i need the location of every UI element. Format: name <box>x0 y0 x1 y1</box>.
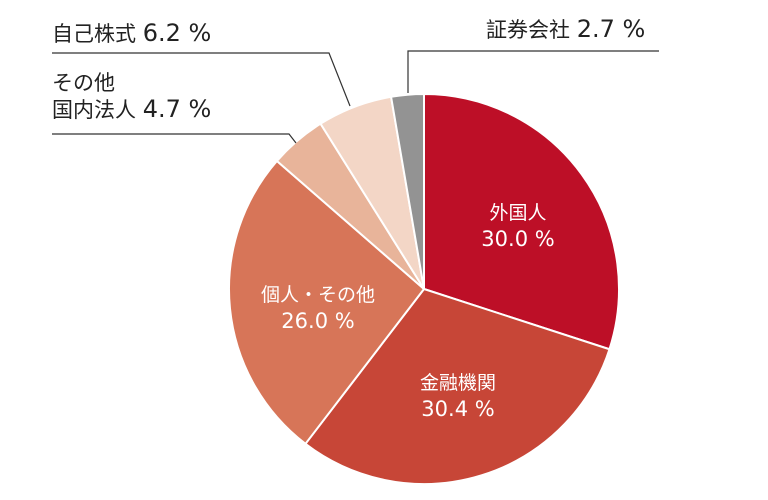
label-financial-pct: 30.4 % <box>421 397 495 421</box>
label-securities-name: 証券会社 <box>486 18 570 42</box>
label-treasury-pct: 6.2 % <box>142 19 212 47</box>
label-foreign: 外国人 30.0 % <box>481 200 554 252</box>
leader-line-treasury <box>52 52 351 107</box>
leader-line-securities <box>407 50 659 93</box>
label-securities-pct: 2.7 % <box>576 15 646 43</box>
label-foreign-name: 外国人 <box>489 202 547 224</box>
leader-lines <box>52 50 659 144</box>
pie-slice-2 <box>228 159 425 445</box>
label-other-domestic-name: 国内法人 <box>52 98 136 122</box>
label-other-domestic: その他 国内法人 4.7 % <box>52 70 211 123</box>
label-financial: 金融機関 30.4 % <box>420 370 496 422</box>
label-individual: 個人・その他 26.0 % <box>261 282 375 334</box>
label-other-domestic-pct: 4.7 % <box>142 95 212 123</box>
label-financial-name: 金融機関 <box>419 372 497 394</box>
label-individual-name: 個人・その他 <box>260 284 376 306</box>
leader-line-other_domestic <box>52 133 297 144</box>
label-foreign-pct: 30.0 % <box>481 227 555 251</box>
label-securities: 証券会社 2.7 % <box>486 16 645 43</box>
label-individual-pct: 26.0 % <box>281 309 355 333</box>
pie-slice-0 <box>423 93 620 351</box>
pie-slice-5 <box>390 93 425 290</box>
pie-slice-1 <box>304 288 611 485</box>
label-other-domestic-line1: その他 <box>52 71 115 95</box>
label-treasury: 自己株式 6.2 % <box>52 20 211 47</box>
label-treasury-name: 自己株式 <box>52 22 136 46</box>
pie-slices <box>228 93 620 485</box>
